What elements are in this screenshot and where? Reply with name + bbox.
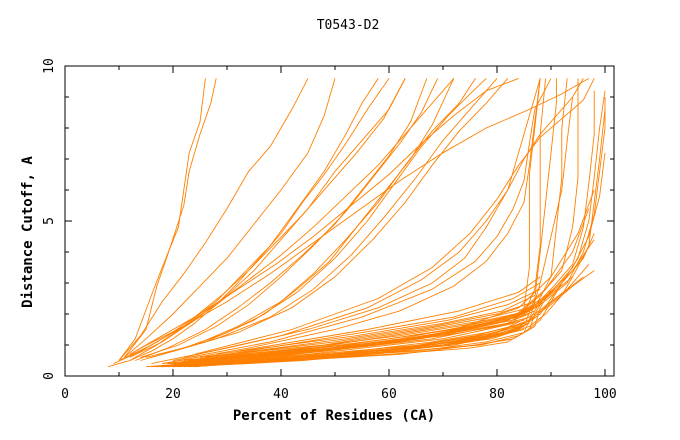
series-line-45 [216,288,541,355]
tick-labels: 0 20 40 60 80 100 0 5 10 [42,58,617,402]
chart-title: T0543-D2 [317,18,380,33]
x-tick-label-0: 0 [61,387,69,402]
x-tick-label-20: 20 [165,387,181,402]
series-line-12 [172,78,509,352]
series-line-65 [129,77,519,355]
x-tick-label-100: 100 [593,387,616,402]
y-tick-label-0: 0 [42,372,57,380]
series-line-47 [237,276,541,352]
series-line-64 [118,78,455,361]
series-line-23 [167,90,606,365]
series-line-2 [118,78,309,361]
series-line-60 [189,322,530,368]
series-line-62 [108,78,390,368]
series-line-61 [205,319,530,365]
series-line-50 [189,288,552,368]
x-axis-label: Percent of Residues (CA) [233,408,435,424]
series-line-11 [162,78,498,355]
series-line-14 [162,78,541,365]
series-line-43 [199,301,535,358]
axis-ticks [64,65,614,377]
series-line-46 [226,282,541,355]
series-line-44 [205,294,535,358]
series-layer [108,77,606,368]
series-line-17 [194,78,595,355]
series-line-8 [140,78,455,361]
series-line-1 [124,78,217,358]
series-line-0 [118,78,206,361]
x-tick-label-60: 60 [381,387,397,402]
series-line-5 [129,78,406,358]
plot-frame [64,65,615,377]
series-line-42 [194,301,541,358]
y-axis-label: Distance Cutoff, A [20,156,36,308]
series-line-59 [178,325,525,368]
x-tick-label-40: 40 [273,387,289,402]
series-line-41 [189,304,541,361]
series-line-3 [124,78,336,358]
x-tick-label-80: 80 [489,387,505,402]
series-line-66 [140,78,590,349]
series-line-4 [129,78,379,361]
series-line-39 [178,310,535,361]
series-line-58 [167,329,525,368]
series-line-16 [183,78,584,358]
series-line-7 [140,78,439,358]
series-line-15 [172,78,552,361]
y-tick-label-5: 5 [42,217,57,225]
y-tick-label-10: 10 [42,58,57,74]
series-line-10 [151,78,487,358]
series-line-32 [183,264,590,365]
series-line-40 [183,307,536,361]
series-line-37 [167,316,530,365]
series-line-9 [145,78,476,358]
